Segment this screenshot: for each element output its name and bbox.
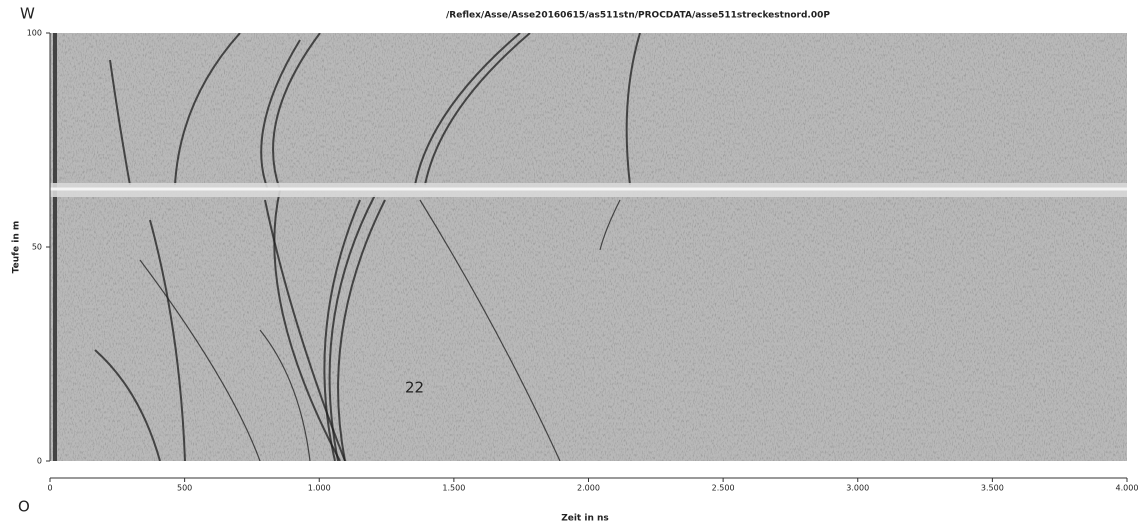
chart-title: /Reflex/Asse/Asse20160615/as511stn/PROCD… <box>446 11 830 21</box>
x-tick-label: 500 <box>177 484 192 493</box>
chart: /Reflex/Asse/Asse20160615/as511stn/PROCD… <box>0 0 1144 526</box>
y-axis-title: Teufe in m <box>12 221 22 274</box>
radargram-image <box>50 33 1127 478</box>
y-tick-label: 100 <box>27 29 42 38</box>
side-label: O <box>18 498 30 516</box>
side-label: W <box>20 5 35 23</box>
x-tick-label: 2.500 <box>712 484 735 493</box>
x-tick-label: 1.500 <box>442 484 465 493</box>
x-tick-label: 3.500 <box>981 484 1004 493</box>
x-tick-label: 1.000 <box>308 484 331 493</box>
x-tick-label: 2.000 <box>577 484 600 493</box>
annotation: 22 <box>405 379 424 397</box>
x-tick-label: 4.000 <box>1116 484 1139 493</box>
page: {"chart_data": { "type": "radargram", "t… <box>0 0 1144 526</box>
y-tick-label: 50 <box>32 243 42 252</box>
x-axis-title: Zeit in ns <box>561 514 609 524</box>
x-tick-label: 0 <box>47 484 52 493</box>
y-tick-label: 0 <box>37 457 42 466</box>
x-tick-label: 3.000 <box>846 484 869 493</box>
